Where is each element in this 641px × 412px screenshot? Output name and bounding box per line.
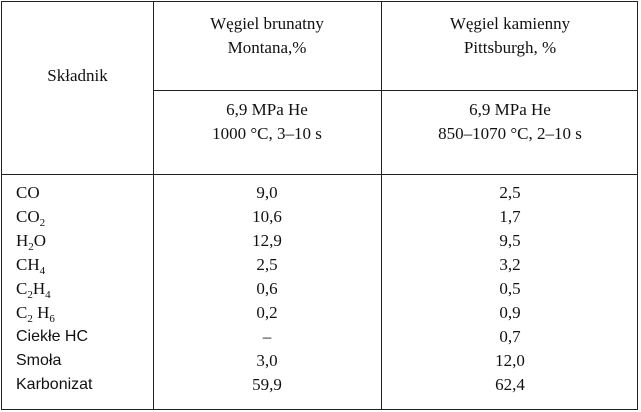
pittsburgh-value: 1,7 [499, 207, 521, 226]
montana-value: 59,9 [252, 375, 282, 394]
table-row: CO2 10,6 1,7 [2, 206, 637, 229]
pittsburgh-value: 12,0 [495, 351, 525, 370]
column-divider [381, 2, 382, 409]
formula-part: CO [16, 207, 40, 226]
montana-value: 3,0 [256, 351, 278, 370]
pittsburgh-value: 2,5 [499, 183, 521, 202]
row-divider [153, 90, 637, 91]
formula-subscript: 2 [28, 241, 34, 253]
component-name: C2H4 [16, 278, 152, 301]
header-component: Składnik [2, 64, 153, 88]
formula-subscript: 4 [45, 289, 51, 301]
formula-subscript: 4 [39, 265, 46, 277]
conditions-montana: 6,9 MPa He 1000 °C, 3–10 s [153, 98, 381, 146]
header-montana-line1: Węgiel brunatny [210, 14, 324, 33]
pittsburgh-value: 9,5 [499, 231, 521, 250]
row-divider [2, 174, 637, 175]
formula-subscript: 2 [27, 289, 33, 301]
formula-subscript: 2 [39, 217, 46, 229]
header-pittsburgh-line2: Pittsburgh, % [463, 38, 557, 57]
component-name: CO2 [16, 206, 152, 229]
conditions-pittsburgh: 6,9 MPa He 850–1070 °C, 2–10 s [381, 98, 639, 146]
conditions-pittsburgh-temperature: 850–1070 °C, 2–10 s [438, 124, 582, 143]
formula-part: H [16, 231, 29, 250]
formula-part: O [33, 231, 47, 250]
montana-value: 9,0 [256, 183, 278, 202]
pittsburgh-value: 3,2 [499, 255, 521, 274]
component-name: Smoła [16, 352, 62, 369]
formula-part: CH [16, 255, 40, 274]
component-name: Karbonizat [16, 376, 93, 393]
montana-value: – [262, 327, 272, 346]
formula-part: C [16, 279, 28, 298]
table-row: CO 9,0 2,5 [2, 182, 637, 204]
component-name: CH4 [16, 254, 152, 277]
header-montana: Węgiel brunatny Montana,% [153, 12, 381, 60]
montana-value: 2,5 [256, 255, 278, 274]
component-name: CO [16, 183, 40, 202]
montana-value: 12,9 [252, 231, 282, 250]
table-row: C2H4 0,6 0,5 [2, 278, 637, 301]
conditions-pittsburgh-pressure: 6,9 MPa He [469, 100, 551, 119]
formula-subscript: 2 [27, 313, 33, 325]
formula-part: H [32, 279, 46, 298]
table-row: C2 H6 0,2 0,9 [2, 302, 637, 325]
pittsburgh-value: 62,4 [495, 375, 525, 394]
montana-value: 0,2 [256, 303, 278, 322]
component-name: Ciekłe HC [16, 328, 89, 345]
pittsburgh-value: 0,5 [499, 279, 521, 298]
header-pittsburgh-line1: Węgiel kamienny [449, 14, 571, 33]
formula-subscript: 6 [49, 313, 55, 325]
header-component-label: Składnik [47, 66, 108, 85]
conditions-montana-pressure: 6,9 MPa He [226, 100, 308, 119]
table-row: H2O 12,9 9,5 [2, 230, 637, 253]
montana-value: 10,6 [252, 207, 282, 226]
pittsburgh-value: 0,7 [499, 327, 521, 346]
header-montana-line2: Montana,% [227, 38, 307, 57]
table-row: CH4 2,5 3,2 [2, 254, 637, 277]
header-pittsburgh: Węgiel kamienny Pittsburgh, % [381, 12, 639, 60]
table-row: Smoła 3,0 12,0 [2, 350, 637, 372]
formula-part: C [16, 303, 28, 322]
component-name: H2O [16, 230, 152, 253]
table-row: Ciekłe HC – 0,7 [2, 326, 637, 348]
formula-part: H [32, 303, 50, 322]
table-row: Karbonizat 59,9 62,4 [2, 374, 637, 396]
montana-value: 0,6 [256, 279, 278, 298]
component-name: C2 H6 [16, 302, 152, 325]
conditions-montana-temperature: 1000 °C, 3–10 s [212, 124, 322, 143]
column-divider [153, 2, 154, 409]
pittsburgh-value: 0,9 [499, 303, 521, 322]
